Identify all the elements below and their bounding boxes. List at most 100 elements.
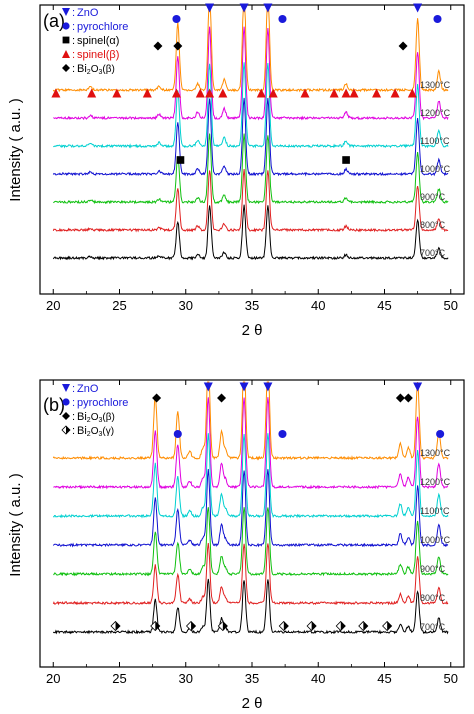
series-label: 800°C — [420, 593, 446, 603]
x-tick-label: 20 — [46, 298, 60, 313]
series-trace — [52, 433, 449, 519]
legend-colon: : — [72, 49, 75, 61]
bi2o3-gamma-marker-icon — [382, 620, 393, 632]
series-label: 800°C — [420, 220, 446, 230]
series-label: 1300°C — [420, 80, 451, 90]
legend-colon: : — [72, 7, 75, 19]
legend-colon: : — [72, 397, 75, 409]
half-diamond-fill — [66, 426, 70, 434]
series-label: 900°C — [420, 192, 446, 202]
spinel-beta-marker-icon — [142, 88, 152, 98]
x-tick-label: 50 — [444, 298, 458, 313]
legend-label: Bi2O3(β) — [77, 63, 115, 76]
zno-marker-icon — [239, 382, 249, 392]
bi2o3-beta-marker-icon — [395, 393, 405, 403]
x-tick-label: 40 — [311, 671, 325, 686]
bi2o3-gamma-marker-icon — [358, 620, 369, 632]
spinel-beta-marker-icon — [329, 88, 339, 98]
bi2o3-gamma-marker-icon — [217, 620, 228, 632]
x-tick-label: 45 — [377, 671, 391, 686]
zno-marker-icon — [413, 3, 423, 13]
zno-marker-icon — [413, 382, 423, 392]
bi2o3-beta-marker-icon — [62, 412, 70, 420]
pyrochlore-marker-icon — [278, 429, 287, 439]
x-tick-label: 40 — [311, 298, 325, 313]
bi2o3-gamma-marker-icon — [306, 620, 317, 632]
spinel-beta-marker-icon — [112, 88, 122, 98]
legend-colon: : — [72, 425, 75, 437]
spinel-beta-marker-icon — [256, 88, 266, 98]
series-trace — [53, 133, 449, 205]
spinel-beta-marker-icon — [390, 88, 400, 98]
half-diamond-fill — [222, 621, 228, 631]
series-trace — [53, 507, 449, 577]
x-tick-label: 30 — [179, 298, 193, 313]
panel-b: (b) Intensity ( a.u. ) 2 θ 20 25 30 35 40 45 5… — [7, 379, 465, 712]
series-trace — [52, 6, 449, 93]
series-label: 1100°C — [420, 506, 450, 516]
y-axis-label: Intensity ( a.u. ) — [7, 473, 24, 576]
x-tick-label: 50 — [444, 671, 458, 686]
bi2o3-beta-marker-icon — [398, 41, 408, 51]
panel-a: (a) Intensity ( a.u. ) 2 θ 20 25 30 35 40 45 5… — [7, 3, 465, 339]
bi2o3-beta-marker-icon — [403, 393, 413, 403]
spinel-alpha-marker-icon — [342, 156, 350, 164]
half-diamond-fill — [363, 621, 368, 631]
x-axis-label: 2 θ — [242, 695, 263, 712]
pyrochlore-marker-icon — [172, 14, 181, 24]
pyrochlore-marker-icon — [433, 14, 442, 24]
series-label: 1000°C — [420, 535, 451, 545]
bi2o3-beta-marker-icon — [62, 64, 70, 72]
zno-marker-icon — [62, 8, 70, 16]
legend-colon: : — [72, 383, 75, 395]
half-diamond-fill — [340, 621, 346, 631]
bi2o3-gamma-marker-icon — [185, 620, 197, 632]
spinel-alpha-marker-icon — [62, 36, 70, 44]
pyrochlore-marker-icon — [62, 22, 70, 30]
legend-colon: : — [72, 411, 75, 423]
pyrochlore-marker-icon — [173, 429, 182, 439]
legend: : ZnO: pyrochlore: spinel(α): spinel(β): Bi2O… — [62, 7, 128, 76]
pyrochlore-marker-icon — [436, 429, 445, 439]
traces — [52, 381, 449, 635]
legend-label: ZnO — [77, 383, 99, 395]
series-trace — [52, 97, 449, 177]
series-label: 1200°C — [420, 477, 451, 487]
zno-marker-icon — [263, 3, 273, 13]
series-label: 1200°C — [420, 108, 451, 118]
series-label: 900°C — [420, 564, 446, 574]
series-label: 700°C — [420, 248, 446, 258]
zno-marker-icon — [205, 3, 215, 13]
spinel-alpha-marker-icon — [176, 156, 185, 164]
series-trace — [53, 26, 449, 121]
x-axis-label: 2 θ — [242, 322, 263, 339]
x-tick-label: 45 — [377, 298, 391, 313]
series-label: 1000°C — [420, 164, 451, 174]
x-ticks: 20 25 30 35 40 45 50 — [46, 380, 458, 686]
spinel-beta-marker-icon — [62, 50, 70, 58]
panel-label: (a) — [43, 11, 65, 31]
half-diamond-fill — [115, 621, 121, 631]
legend-colon: : — [72, 63, 75, 75]
x-tick-label: 30 — [179, 671, 193, 686]
half-diamond-fill — [155, 621, 160, 631]
series-trace — [53, 397, 449, 490]
spinel-beta-marker-icon — [407, 88, 417, 98]
bi2o3-gamma-marker-icon — [278, 620, 289, 632]
spinel-beta-marker-icon — [341, 88, 351, 98]
spinel-beta-marker-icon — [195, 88, 205, 98]
series-trace — [52, 169, 449, 233]
x-tick-label: 25 — [112, 671, 126, 686]
half-diamond-fill — [387, 621, 392, 631]
spinel-beta-marker-icon — [205, 88, 215, 98]
series-labels: 700°C 800°C 900°C 1000°C 1100°C 1200°C 1300°C — [420, 448, 451, 632]
y-axis-label: Intensity ( a.u. ) — [7, 98, 24, 201]
legend-label: pyrochlore — [77, 21, 128, 33]
spinel-beta-marker-icon — [349, 88, 359, 98]
series-trace — [52, 381, 449, 461]
legend-label: ZnO — [77, 7, 99, 19]
bi2o3-beta-marker-icon — [152, 393, 162, 403]
pyrochlore-marker-icon — [278, 14, 287, 24]
series-trace — [52, 204, 449, 261]
half-diamond-fill — [283, 621, 289, 631]
